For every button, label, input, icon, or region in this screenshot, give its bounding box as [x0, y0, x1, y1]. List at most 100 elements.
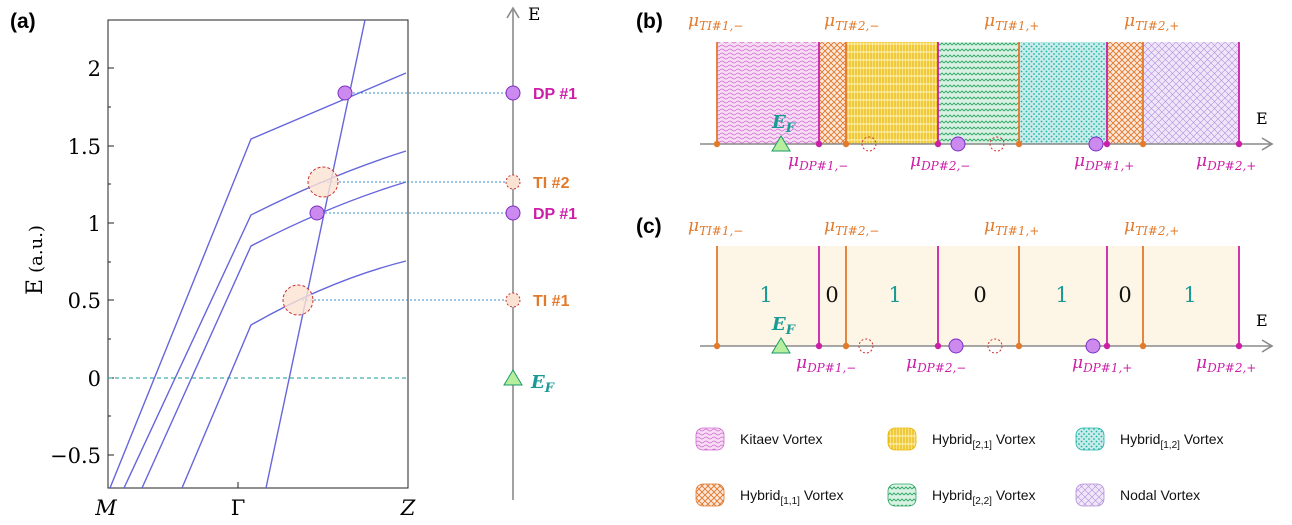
mu-label: μTI#1,−	[688, 216, 743, 238]
ytick-label: 0.5	[68, 289, 101, 313]
level-label-ef: EF	[530, 372, 555, 396]
y-ticks	[108, 67, 239, 488]
mu-label: μTI#1,+	[984, 11, 1039, 33]
xtick-label-z: Z	[400, 496, 416, 520]
ti-level-marker	[505, 292, 521, 308]
axis-label-b: E	[1256, 109, 1268, 128]
svg-text:E(a.u.): E (a.u.)	[23, 225, 48, 295]
panel-a: 2 1.5 1 0.5 0 −0.5 M Γ Z E (a.u.)	[23, 19, 416, 520]
region-hybrid-11	[1107, 42, 1143, 144]
ytick-label: −0.5	[50, 444, 101, 468]
dp-marker	[950, 136, 966, 152]
level-label-ti1: TI #1	[533, 293, 570, 310]
y-axis-title: E (a.u.)	[23, 225, 48, 295]
fermi-marker	[771, 337, 791, 354]
region-value: 1	[1183, 283, 1196, 307]
axis-label-c: E	[1256, 311, 1268, 330]
ytick-label: 0	[88, 367, 101, 391]
dp-level-marker	[505, 85, 521, 101]
mu-label: μDP#2,+	[1196, 151, 1256, 173]
band-curve	[181, 260, 407, 488]
axis-arrow	[1261, 339, 1274, 353]
mu-label: μDP#2,−	[910, 151, 970, 173]
band-curve	[109, 72, 407, 488]
y-axis-label: E	[23, 279, 48, 295]
mu-label: μTI#2,+	[1124, 216, 1179, 238]
level-label-dp1: DP #1	[533, 206, 577, 223]
legend-swatch	[887, 483, 917, 507]
legend-swatch	[1075, 427, 1105, 451]
dp-marker	[1085, 338, 1101, 354]
energy-axis: E	[503, 5, 540, 500]
xtick-label-m: M	[94, 496, 117, 520]
dirac-point-marker	[337, 85, 353, 101]
ti-marker	[987, 338, 1003, 354]
ef-label: EF	[771, 112, 796, 136]
mu-label: μDP#1,+	[1072, 353, 1132, 375]
panel-label-b: (b)	[636, 10, 663, 33]
axis-dots	[713, 140, 1243, 148]
band-curve	[141, 181, 407, 488]
mu-label: μTI#2,−	[824, 216, 879, 238]
region-value: 0	[973, 283, 986, 307]
fermi-marker	[771, 135, 791, 152]
axis-dots	[713, 342, 1243, 350]
dirac-point-marker	[309, 205, 325, 221]
band-lines	[109, 20, 407, 488]
xtick-label-gamma: Γ	[231, 496, 246, 520]
dp-marker	[948, 338, 964, 354]
legend-label: Hybrid[1,2] Vortex	[1120, 431, 1224, 451]
legend-label: Nodal Vortex	[1120, 487, 1200, 503]
legend-item-hybrid-21: Hybrid[2,1] Vortex	[887, 427, 1036, 451]
region-value: 0	[825, 283, 838, 307]
region-hybrid-21	[846, 42, 938, 144]
legend-swatch	[695, 427, 725, 451]
panel-label-c: (c)	[636, 215, 662, 238]
panel-label-a: (a)	[10, 10, 36, 33]
region-hybrid-11	[819, 42, 846, 144]
region-nodal	[1143, 42, 1239, 144]
ytick-label: 1.5	[68, 135, 101, 159]
region-value: 0	[1118, 283, 1131, 307]
region-value: 1	[759, 283, 772, 307]
ti-point-marker	[282, 284, 314, 316]
region-kitaev	[717, 42, 819, 144]
fermi-level-marker	[503, 369, 523, 386]
legend: Kitaev Vortex Hybrid[2,1] Vortex Hybrid[…	[695, 427, 1224, 507]
ti-point-marker	[307, 166, 339, 198]
mu-label: μTI#2,+	[1124, 11, 1179, 33]
mu-label: μDP#2,+	[1196, 353, 1256, 375]
region-hybrid-12	[1019, 42, 1107, 144]
y-axis-unit: (a.u.)	[26, 225, 47, 273]
legend-item-hybrid-22: Hybrid[2,2] Vortex	[887, 483, 1036, 507]
legend-label: Hybrid[1,1] Vortex	[740, 487, 844, 507]
legend-item-hybrid-11: Hybrid[1,1] Vortex	[695, 483, 844, 507]
mu-label: μDP#1,−	[788, 151, 848, 173]
ti-marker	[989, 136, 1005, 152]
panel-c: E EF 1 0 1 0 1 0 1 μTI#1,− μTI#2,− μTI#1…	[688, 216, 1274, 375]
legend-label: Hybrid[2,1] Vortex	[932, 431, 1036, 451]
level-label-dp1: DP #1	[533, 86, 577, 103]
mu-label: μTI#1,+	[984, 216, 1039, 238]
ti-marker	[861, 136, 877, 152]
region-hybrid-22	[938, 42, 1019, 144]
mu-label: μTI#1,−	[688, 11, 743, 33]
legend-label: Hybrid[2,2] Vortex	[932, 487, 1036, 507]
mu-label: μTI#2,−	[824, 11, 879, 33]
mu-label: μDP#1,+	[1074, 151, 1134, 173]
ti-level-marker	[505, 174, 521, 190]
energy-axis-label: E	[528, 5, 540, 25]
panel-b: E EF μTI#1,− μTI#2,− μTI#1,+ μTI#2,+ μDP…	[688, 11, 1274, 173]
legend-swatch	[695, 483, 725, 507]
level-label-ti2: TI #2	[533, 175, 570, 192]
legend-item-nodal: Nodal Vortex	[1075, 483, 1200, 507]
legend-item-kitaev: Kitaev Vortex	[695, 427, 823, 451]
level-connectors	[298, 92, 513, 301]
plot-frame	[107, 19, 409, 489]
legend-swatch	[1075, 483, 1105, 507]
region-value: 1	[1055, 283, 1068, 307]
ef-label: EF	[771, 314, 796, 338]
mu-label: μDP#1,−	[796, 353, 856, 375]
dp-marker	[1088, 136, 1104, 152]
ytick-label: 2	[88, 57, 101, 81]
